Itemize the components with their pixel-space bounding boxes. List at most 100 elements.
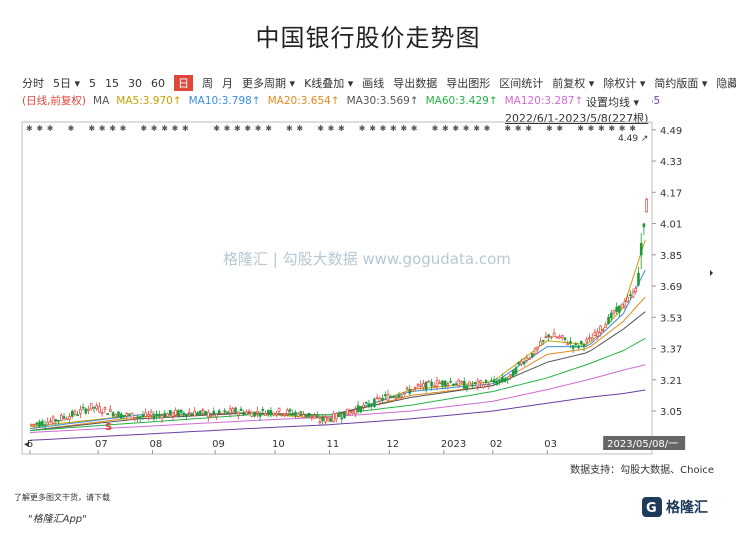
candle-body <box>452 383 455 386</box>
candle-body <box>114 414 118 418</box>
candlestick-chart[interactable]: ✱ ✱ ✱ ✱ ✱ ✱ ✱ ✱ ✱ ✱ ✱ ✱ ✱ ✱ ✱ ✱ ✱ ✱ ✱ ✱ ✱ ✱ ✱ ✱ ✱ ✱ ✱ ✱ ✱ ✱ ✱ ✱ ✱ ✱ ✱ ✱ ✱ ✱ ✱ ✱… <box>0 0 736 470</box>
candle-body <box>220 412 224 415</box>
candle-body <box>100 412 104 414</box>
ma-legend-item-2: MA10:3.798↑ <box>188 95 261 107</box>
star-marker: ✱ <box>525 124 532 133</box>
candle-body <box>604 324 608 328</box>
scroll-left-icon[interactable]: ◂ <box>24 439 29 450</box>
candle-body <box>623 301 627 307</box>
candle-body <box>133 417 137 420</box>
star-marker: ✱ <box>619 124 626 133</box>
toolbar-item-6[interactable]: 日 <box>174 75 194 91</box>
candle-body <box>256 411 259 414</box>
x-tick-label-10: 2023/05/08/一 <box>607 439 678 450</box>
toolbar-item-8[interactable]: 月 <box>222 77 234 90</box>
candle-body <box>408 389 412 394</box>
candle-body <box>468 381 471 387</box>
candle-body <box>511 369 515 377</box>
toolbar-item-15[interactable]: 前复权 ▾ <box>552 77 595 90</box>
candle-body <box>245 411 248 415</box>
candle-body <box>449 380 452 383</box>
toolbar-item-1[interactable]: 5日 ▾ <box>53 77 81 90</box>
toolbar-item-13[interactable]: 导出图形 <box>446 77 491 90</box>
candle-body <box>187 412 191 414</box>
candle-body <box>231 408 235 413</box>
candle-body <box>35 422 39 425</box>
x-tick-label-6: 12 <box>386 439 399 450</box>
candle-body <box>119 413 123 419</box>
candle-body <box>462 380 466 389</box>
candle-body <box>95 405 99 410</box>
star-marker: ✱ <box>286 124 293 133</box>
x-tick-label-4: 10 <box>272 439 285 450</box>
candle-body <box>62 416 66 419</box>
toolbar-item-0[interactable]: 分时 <box>22 77 44 90</box>
candle-body <box>356 405 360 411</box>
star-marker: ✱ <box>328 124 335 133</box>
candle-body <box>283 413 286 416</box>
x-tick-label-8: 02 <box>490 439 503 450</box>
x-tick-label-1: 07 <box>95 439 108 450</box>
toolbar-item-9[interactable]: 更多周期 ▾ <box>242 77 296 90</box>
star-marker: ✱ <box>598 124 605 133</box>
candle-body <box>111 412 115 417</box>
expand-arrow-icon[interactable] <box>710 270 713 276</box>
star-marker: ✱ <box>473 124 480 133</box>
candle-body <box>351 410 354 414</box>
candle-body <box>520 360 523 365</box>
brand-logo-icon <box>642 497 662 517</box>
star-marker: ✱ <box>234 124 241 133</box>
toolbar-item-2[interactable]: 5 <box>89 77 97 90</box>
candle-body <box>514 367 518 375</box>
y-tick-label-4: 3.85 <box>660 251 682 262</box>
set-ma-button[interactable]: 设置均线 ▾ <box>586 94 652 109</box>
candle-body <box>443 380 447 387</box>
star-marker: ✱ <box>411 124 418 133</box>
ma20-line <box>29 296 646 432</box>
candle-body <box>367 403 371 408</box>
candle-body <box>128 413 131 416</box>
toolbar-item-10[interactable]: K线叠加 ▾ <box>304 77 354 90</box>
toolbar-item-3[interactable]: 15 <box>105 77 120 90</box>
candle-body <box>250 412 254 417</box>
toolbar-item-14[interactable]: 区间统计 <box>499 77 544 90</box>
candle-body <box>60 414 63 421</box>
star-marker: ✱ <box>442 124 449 133</box>
candle-body <box>81 406 85 409</box>
toolbar-item-7[interactable]: 周 <box>202 77 214 90</box>
candle-body <box>419 384 422 387</box>
ma60-line <box>29 337 646 432</box>
star-marker: ✱ <box>546 124 553 133</box>
candle-body <box>166 413 169 417</box>
candle-body <box>57 419 60 422</box>
candle-body <box>490 380 493 382</box>
candle-body <box>79 409 82 414</box>
candle-body <box>533 348 537 355</box>
toolbar-item-16[interactable]: 除权计 ▾ <box>603 77 646 90</box>
toolbar-item-17[interactable]: 简约版面 ▾ <box>654 77 708 90</box>
candle-body <box>364 402 368 404</box>
candle-body <box>288 409 292 412</box>
x-tick-label-2: 08 <box>150 439 163 450</box>
candle-body <box>236 412 240 416</box>
footer-app-name: "格隆汇App" <box>28 514 87 525</box>
star-marker: ✱ <box>504 124 511 133</box>
candle-body <box>51 416 55 424</box>
toolbar-item-5[interactable]: 60 <box>151 77 166 90</box>
star-marker: ✱ <box>140 124 147 133</box>
candle-body <box>498 379 501 382</box>
candle-body <box>40 421 44 426</box>
candle-body <box>427 380 431 383</box>
toolbar-item-18[interactable]: 隐藏 <box>716 77 736 90</box>
toolbar-item-12[interactable]: 导出数据 <box>393 77 438 90</box>
toolbar-item-4[interactable]: 30 <box>128 77 143 90</box>
candle-body <box>149 411 153 416</box>
candle-body <box>138 416 142 419</box>
candle-body <box>207 411 210 418</box>
toolbar-item-11[interactable]: 画线 <box>362 77 385 90</box>
candle-body <box>552 332 556 337</box>
candle-body <box>226 411 229 414</box>
candle-body <box>370 404 373 407</box>
candle-body <box>354 409 357 415</box>
ma-legend-item-1: MA5:3.970↑ <box>116 95 182 107</box>
